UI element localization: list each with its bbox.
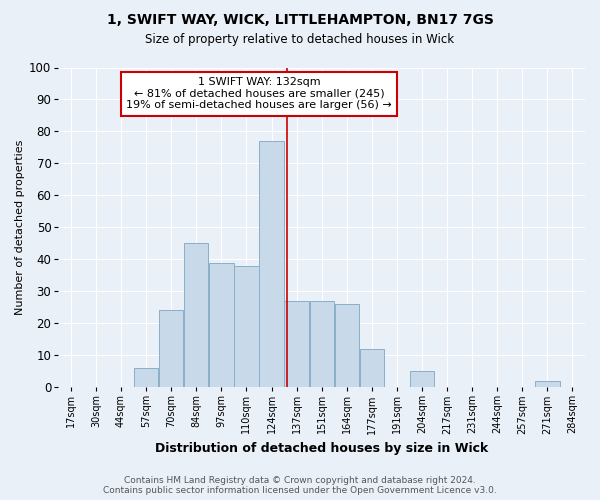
Bar (159, 310, 184, 387)
Bar (184, 244, 208, 387)
Text: 1, SWIFT WAY, WICK, LITTLEHAMPTON, BN17 7GS: 1, SWIFT WAY, WICK, LITTLEHAMPTON, BN17 … (107, 12, 493, 26)
X-axis label: Distribution of detached houses by size in Wick: Distribution of detached houses by size … (155, 442, 488, 455)
Bar (234, 266, 259, 387)
Bar (535, 381, 560, 387)
Bar (310, 301, 334, 387)
Bar (134, 368, 158, 387)
Text: Contains HM Land Registry data © Crown copyright and database right 2024.
Contai: Contains HM Land Registry data © Crown c… (103, 476, 497, 495)
Bar (359, 349, 384, 387)
Bar (335, 304, 359, 387)
Bar (284, 301, 309, 387)
Bar (209, 262, 233, 387)
Y-axis label: Number of detached properties: Number of detached properties (15, 140, 25, 315)
Bar (410, 371, 434, 387)
Text: 1 SWIFT WAY: 132sqm
← 81% of detached houses are smaller (245)
19% of semi-detac: 1 SWIFT WAY: 132sqm ← 81% of detached ho… (126, 77, 392, 110)
Text: Size of property relative to detached houses in Wick: Size of property relative to detached ho… (145, 32, 455, 46)
Bar (259, 141, 284, 387)
